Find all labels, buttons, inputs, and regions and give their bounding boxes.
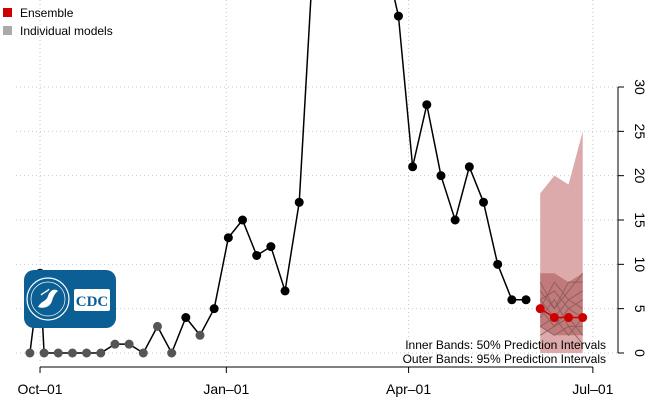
legend-swatch-ensemble	[3, 8, 12, 17]
observed-point-0	[25, 348, 35, 358]
observed-point-3	[53, 348, 63, 358]
observed-point-19	[280, 286, 290, 296]
y-tick-label-6: 30	[632, 79, 648, 95]
observed-series	[25, 0, 531, 358]
y-tick-label-0: 0	[632, 349, 648, 357]
legend: Ensemble Individual models	[3, 6, 113, 38]
observed-point-30	[493, 259, 503, 269]
observed-point-8	[124, 339, 134, 349]
y-tick-label-4: 20	[632, 168, 648, 184]
observed-point-23	[393, 11, 403, 21]
ensemble-point-2	[564, 313, 574, 323]
prediction-bands	[540, 131, 583, 353]
observed-point-26	[436, 171, 446, 181]
observed-point-25	[422, 100, 432, 110]
note-inner-bands: Inner Bands: 50% Prediction Intervals	[405, 338, 606, 352]
observed-point-11	[167, 348, 177, 358]
observed-point-16	[238, 215, 248, 225]
observed-point-32	[521, 295, 531, 305]
observed-point-24	[408, 162, 418, 172]
y-tick-label-5: 25	[632, 124, 648, 140]
x-tick-label-0: Oct–01	[17, 381, 62, 397]
y-tick-label-1: 5	[632, 305, 648, 313]
observed-point-9	[138, 348, 148, 358]
ensemble-point-0	[535, 304, 545, 314]
observed-point-12	[181, 313, 191, 323]
observed-point-27	[450, 215, 460, 225]
x-tick-label-3: Jul–01	[572, 381, 613, 397]
observed-point-18	[266, 242, 276, 252]
cdc-logo: CDC	[24, 270, 116, 328]
cdc-logo-background	[24, 270, 116, 328]
legend-label-individual-models: Individual models	[20, 24, 113, 38]
observed-point-17	[252, 250, 262, 260]
ensemble-point-3	[578, 313, 588, 323]
individual-model-lines	[539, 272, 584, 345]
gridlines	[16, 0, 623, 362]
x-tick-label-1: Jan–01	[203, 381, 249, 397]
ensemble-series	[535, 304, 588, 323]
observed-point-15	[223, 233, 233, 243]
legend-label-ensemble: Ensemble	[20, 6, 74, 20]
individual-model-line-8	[539, 325, 584, 345]
observed-point-2	[39, 348, 49, 358]
individual-model-line-4	[539, 290, 583, 327]
cdc-badge	[74, 289, 110, 311]
note-outer-bands: Outer Bands: 95% Prediction Intervals	[403, 352, 606, 366]
legend-swatch-individual-models	[3, 26, 12, 35]
observed-point-13	[195, 330, 205, 340]
observed-point-10	[152, 321, 162, 331]
individual-model-line-7	[539, 281, 583, 310]
observed-point-7	[110, 339, 120, 349]
y-tick-label-2: 10	[632, 257, 648, 273]
cdc-logo-text: CDC	[76, 294, 109, 310]
observed-point-5	[82, 348, 92, 358]
y-tick-label-3: 15	[632, 212, 648, 228]
observed-point-31	[507, 295, 517, 305]
axes: 0 5 10 15 20 25 30 Oct–01 Jan–01 Apr–01 Jul–01	[17, 79, 648, 397]
observed-point-14	[209, 304, 219, 314]
observed-point-4	[67, 348, 77, 358]
observed-point-20	[294, 197, 304, 207]
ensemble-point-1	[549, 313, 559, 323]
observed-point-28	[464, 162, 474, 172]
observed-point-6	[96, 348, 106, 358]
individual-model-line-9	[539, 299, 584, 337]
observed-point-29	[479, 197, 488, 207]
ensemble-line	[539, 308, 583, 319]
x-tick-label-2: Apr–01	[386, 381, 431, 397]
hhs-seal-icon	[26, 277, 70, 321]
